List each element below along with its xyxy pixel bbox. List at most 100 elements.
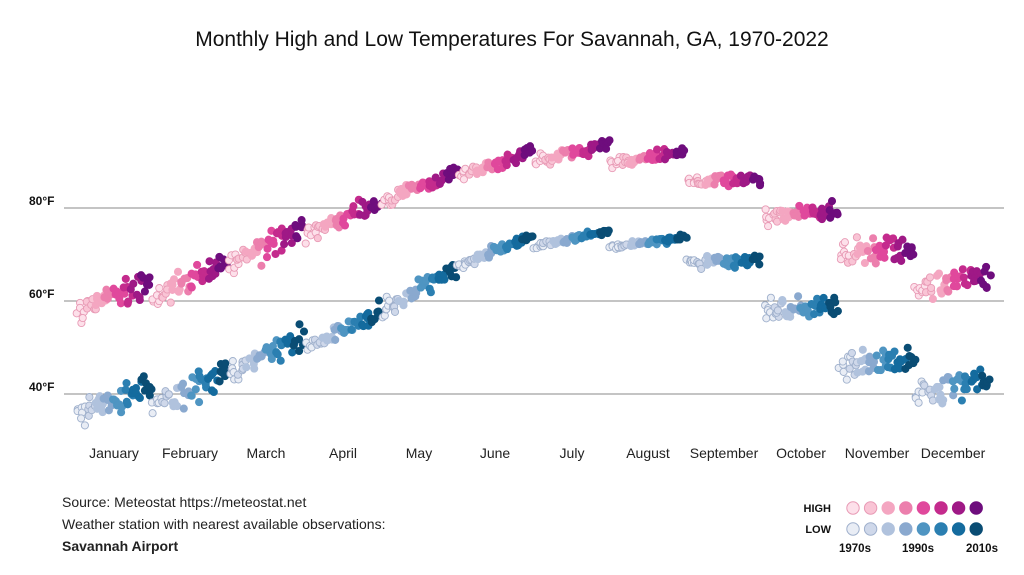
data-point xyxy=(440,275,449,284)
station-note: Weather station with nearest available o… xyxy=(62,516,386,532)
data-point xyxy=(187,283,196,292)
station-name: Savannah Airport xyxy=(62,538,179,554)
data-point xyxy=(191,385,200,394)
legend-swatch xyxy=(951,501,966,515)
data-point xyxy=(242,363,251,372)
data-point xyxy=(390,307,400,316)
data-point xyxy=(160,399,169,408)
data-point xyxy=(313,234,322,243)
series-high xyxy=(72,136,995,328)
data-point xyxy=(944,287,953,296)
data-point xyxy=(145,383,154,392)
data-point xyxy=(121,274,130,283)
data-point xyxy=(831,298,840,307)
x-tick-label: June xyxy=(480,445,511,461)
data-point xyxy=(287,238,296,248)
x-tick-label: February xyxy=(162,445,218,461)
data-point xyxy=(340,221,350,230)
data-point xyxy=(755,252,764,261)
data-point xyxy=(178,379,188,388)
x-tick-label: September xyxy=(690,445,759,461)
data-point xyxy=(140,287,149,296)
data-point xyxy=(982,282,991,292)
data-point xyxy=(173,402,182,411)
data-point xyxy=(155,284,164,293)
data-point xyxy=(827,197,837,206)
data-point xyxy=(860,258,869,268)
data-point xyxy=(907,243,916,252)
legend-swatch xyxy=(863,522,878,536)
data-point xyxy=(179,404,188,413)
data-point xyxy=(267,354,276,364)
legend-swatch xyxy=(881,522,895,536)
data-point xyxy=(863,246,872,256)
legend-swatch xyxy=(934,522,948,536)
y-tick-label: 60°F xyxy=(29,287,54,301)
data-point xyxy=(897,256,906,265)
data-point xyxy=(299,327,309,336)
data-point xyxy=(876,366,885,375)
data-point xyxy=(209,387,218,397)
data-point xyxy=(755,260,764,269)
data-point xyxy=(872,351,881,360)
data-point xyxy=(145,273,154,282)
data-point xyxy=(135,393,144,403)
x-tick-label: March xyxy=(247,445,286,461)
x-axis-month-labels: January February March April May June July Augu… xyxy=(89,445,986,461)
y-axis-ticks: 40°F 60°F 80°F xyxy=(29,194,54,394)
data-point xyxy=(103,391,112,400)
data-point xyxy=(935,383,944,392)
data-point xyxy=(761,205,770,214)
data-point xyxy=(257,261,266,270)
data-point xyxy=(986,271,995,280)
data-point xyxy=(273,350,282,359)
data-point xyxy=(914,398,923,407)
data-point xyxy=(927,283,936,293)
data-point xyxy=(950,384,959,393)
data-point xyxy=(135,293,144,302)
legend-swatch xyxy=(969,522,983,536)
data-point xyxy=(653,145,662,154)
legend-label-high: HIGH xyxy=(804,503,832,515)
data-point xyxy=(869,234,878,243)
data-point xyxy=(526,142,535,151)
data-point xyxy=(893,242,902,251)
data-point xyxy=(925,273,935,282)
data-point xyxy=(795,201,804,210)
data-point xyxy=(459,175,468,184)
legend-swatch xyxy=(916,522,931,536)
legend-swatch xyxy=(934,501,948,515)
chart-title: Monthly High and Low Temperatures For Sa… xyxy=(195,28,829,51)
data-point xyxy=(957,396,966,405)
data-point xyxy=(122,397,131,406)
data-point xyxy=(85,393,94,402)
y-tick-label: 80°F xyxy=(29,194,54,208)
data-point xyxy=(77,414,86,423)
data-point xyxy=(268,342,277,351)
data-point xyxy=(871,259,880,268)
legend-decade-label: 1990s xyxy=(902,543,934,555)
data-point xyxy=(938,399,947,408)
legend-swatch xyxy=(899,522,913,536)
data-point xyxy=(295,335,304,344)
data-point xyxy=(934,269,944,278)
data-point xyxy=(169,275,179,284)
data-point xyxy=(288,348,297,357)
x-tick-label: August xyxy=(626,445,670,461)
data-point xyxy=(262,253,272,262)
x-tick-label: July xyxy=(560,445,585,461)
data-point xyxy=(697,264,706,273)
data-point xyxy=(845,364,854,373)
data-point xyxy=(890,347,899,356)
legend-swatch xyxy=(881,501,895,515)
legend-decade-label: 2010s xyxy=(966,543,998,555)
data-point xyxy=(880,253,889,262)
data-point xyxy=(773,306,782,315)
legend-swatch xyxy=(863,501,878,515)
data-point xyxy=(173,267,183,276)
legend-swatch xyxy=(969,501,983,515)
legend-swatch xyxy=(951,522,966,536)
legend-swatch xyxy=(846,501,860,515)
data-point xyxy=(122,379,131,388)
data-point xyxy=(958,265,967,274)
